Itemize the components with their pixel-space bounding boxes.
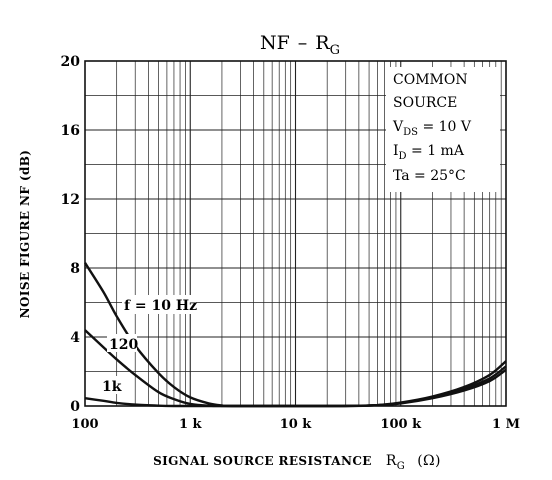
tick-labels: 100 1 k 10 k 100 k 1 M 0 4 8 12 16 20 [61, 54, 520, 432]
curve-label-f120: 120 [109, 337, 138, 353]
annotation: COMMON SOURCE VDS = 10 V ID = 1 mA Ta = … [392, 72, 472, 184]
y-tick-label: 16 [61, 123, 80, 139]
x-tick-label: 100 [71, 417, 98, 432]
y-tick-label: 0 [70, 399, 80, 415]
annotation-line-2: SOURCE [393, 95, 457, 111]
label-bg-f1k [100, 376, 122, 394]
label-bg-f120 [107, 334, 137, 352]
x-axis-label: SIGNAL SOURCE RESISTANCE RG (Ω) [153, 453, 441, 472]
annotation-vds: VDS = 10 V [392, 119, 472, 138]
annotation-box [386, 67, 500, 192]
y-tick-label: 8 [70, 261, 80, 277]
annotation-id: ID = 1 mA [393, 143, 465, 162]
y-tick-label: 12 [61, 192, 80, 208]
label-bg-f10 [122, 295, 196, 314]
y-tick-label: 20 [61, 54, 81, 70]
curve-label-f1k: 1k [102, 379, 122, 395]
chart-title: NF – RG [260, 32, 340, 58]
grid [85, 61, 506, 406]
y-axis-label: NOISE FIGURE NF (dB) [18, 150, 32, 319]
y-tick-label: 4 [70, 330, 80, 346]
plot-frame [84, 60, 507, 407]
annotation-line-1: COMMON [393, 72, 468, 88]
x-tick-label: 100 k [380, 417, 422, 432]
x-tick-label: 1 M [492, 417, 520, 432]
x-tick-label: 10 k [280, 417, 313, 432]
x-tick-label: 1 k [179, 417, 203, 432]
annotation-ta: Ta = 25°C [393, 168, 466, 184]
curve-label-f10: f = 10 Hz [124, 298, 197, 314]
